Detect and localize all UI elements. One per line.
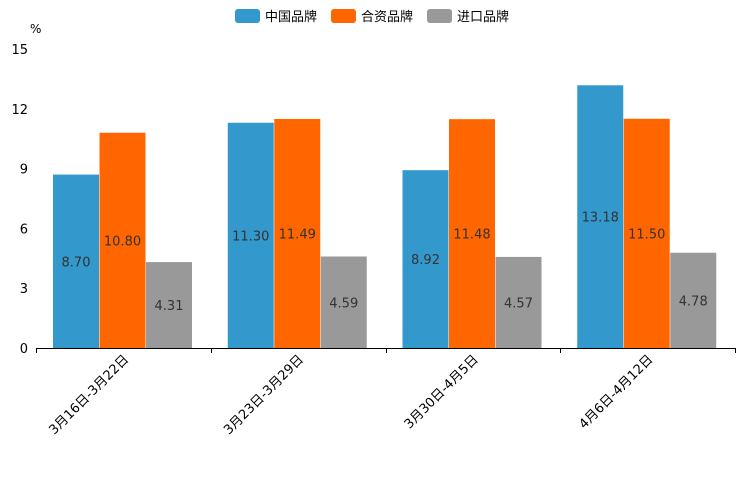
y-axis: 0 3 6 9 12 15 [11,43,28,357]
bar-value-label: 4.59 [329,296,358,311]
bar-value-label: 11.49 [279,227,316,242]
legend-item[interactable]: 中国品牌 [235,9,317,25]
y-tick-label: 15 [11,43,28,58]
legend-swatch [427,9,452,23]
data-labels: 8.70 10.80 4.31 11.30 11.49 4.59 8.92 11.48 4.57… [62,211,708,314]
bar[interactable] [577,85,624,349]
bar-value-label: 4.78 [679,294,708,309]
y-tick-label: 9 [20,163,28,178]
bars [53,85,717,349]
bar-value-label: 11.30 [232,229,269,244]
y-tick-label: 6 [20,222,28,237]
x-axis: 3月16日-3月22日 3月23日-3月29日 3月30日-4月5日 4月6日-4月1… [36,348,736,438]
x-category-label: 3月30日-4月5日 [402,352,482,432]
bar-value-label: 11.50 [628,227,665,242]
bar[interactable] [670,252,717,348]
y-axis-unit-label: % [30,22,41,36]
legend-item[interactable]: 进口品牌 [427,9,509,25]
legend-swatch [331,9,356,23]
bar-value-label: 10.80 [104,234,141,249]
bar[interactable] [623,118,670,349]
x-category-label: 3月23日-3月29日 [221,352,307,438]
x-category-label: 3月16日-3月22日 [46,352,132,438]
bar[interactable] [146,262,192,348]
y-tick-label: 3 [20,282,28,297]
bar-value-label: 4.31 [155,299,184,314]
bar[interactable] [53,174,99,348]
legend-item[interactable]: 合资品牌 [331,9,413,25]
legend-label: 合资品牌 [361,9,413,25]
bar[interactable] [495,256,542,348]
bar-value-label: 8.92 [411,253,440,268]
legend-swatch [235,9,260,23]
bar-value-label: 13.18 [582,211,619,226]
x-category-label: 4月6日-4月12日 [577,352,657,432]
y-tick-label: 12 [11,103,28,118]
legend[interactable]: 中国品牌 合资品牌 进口品牌 [235,9,509,25]
bar[interactable] [320,256,367,348]
bar[interactable] [402,170,449,348]
bar-value-label: 8.70 [62,255,91,270]
bar[interactable] [99,132,146,348]
bar[interactable] [227,122,274,349]
legend-label: 进口品牌 [457,9,509,25]
bar[interactable] [274,118,321,348]
y-tick-label: 0 [20,342,28,357]
bar-value-label: 11.48 [453,228,490,243]
bar[interactable] [449,119,495,348]
legend-label: 中国品牌 [265,9,317,25]
bar-value-label: 4.57 [504,296,533,311]
